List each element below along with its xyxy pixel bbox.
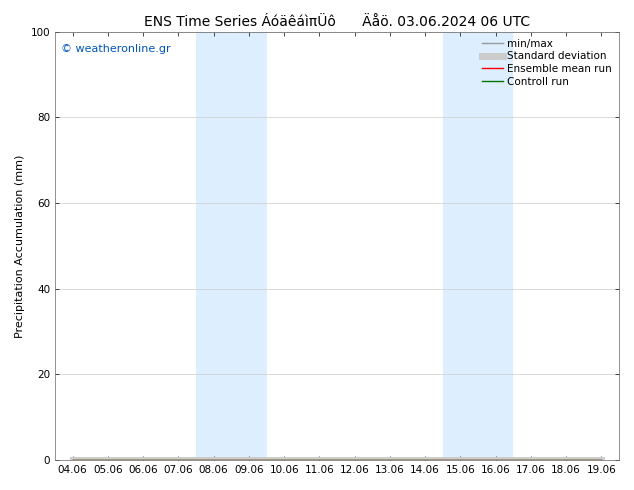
Bar <box>478 31 514 460</box>
Legend: min/max, Standard deviation, Ensemble mean run, Controll run: min/max, Standard deviation, Ensemble me… <box>480 37 614 89</box>
Bar <box>196 31 231 460</box>
Bar <box>443 31 478 460</box>
Text: © weatheronline.gr: © weatheronline.gr <box>61 45 171 54</box>
Y-axis label: Precipitation Accumulation (mm): Precipitation Accumulation (mm) <box>15 154 25 338</box>
Title: ENS Time Series ÁóäêáìπÜô      Äåö. 03.06.2024 06 UTC: ENS Time Series ÁóäêáìπÜô Äåö. 03.06.202… <box>144 15 530 29</box>
Bar <box>231 31 266 460</box>
